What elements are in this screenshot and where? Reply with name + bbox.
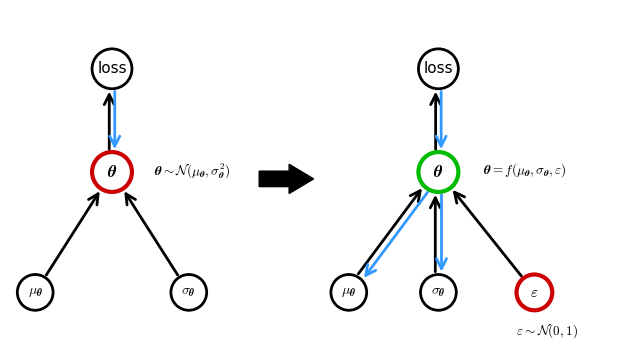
Text: $\boldsymbol{\theta} = f(\mu_{\boldsymbol{\theta}},\sigma_{\boldsymbol{\theta}},: $\boldsymbol{\theta} = f(\mu_{\boldsymbo… bbox=[483, 161, 567, 179]
Text: loss: loss bbox=[424, 61, 453, 76]
Text: $\boldsymbol{\theta} \sim \mathcal{N}(\mu_{\boldsymbol{\theta}},\sigma_{\boldsym: $\boldsymbol{\theta} \sim \mathcal{N}(\m… bbox=[154, 161, 230, 180]
Text: $\boldsymbol{\theta}$: $\boldsymbol{\theta}$ bbox=[107, 163, 117, 181]
Ellipse shape bbox=[419, 49, 458, 89]
Ellipse shape bbox=[17, 275, 53, 310]
Ellipse shape bbox=[92, 152, 132, 192]
Ellipse shape bbox=[171, 275, 207, 310]
Text: $\varepsilon$: $\varepsilon$ bbox=[530, 285, 539, 300]
Text: $\sigma_{\boldsymbol{\theta}}$: $\sigma_{\boldsymbol{\theta}}$ bbox=[431, 286, 445, 299]
Text: $\mu_{\boldsymbol{\theta}}$: $\mu_{\boldsymbol{\theta}}$ bbox=[341, 286, 356, 299]
Ellipse shape bbox=[331, 275, 367, 310]
Ellipse shape bbox=[516, 275, 552, 310]
Text: $\varepsilon \sim \mathcal{N}(0,1)$: $\varepsilon \sim \mathcal{N}(0,1)$ bbox=[516, 321, 578, 340]
Polygon shape bbox=[259, 164, 314, 193]
Text: $\boldsymbol{\theta}$: $\boldsymbol{\theta}$ bbox=[433, 163, 444, 181]
Ellipse shape bbox=[92, 49, 132, 89]
Text: $\sigma_{\boldsymbol{\theta}}$: $\sigma_{\boldsymbol{\theta}}$ bbox=[182, 286, 196, 299]
Ellipse shape bbox=[419, 152, 458, 192]
Text: loss: loss bbox=[97, 61, 127, 76]
Ellipse shape bbox=[420, 275, 456, 310]
Text: $\mu_{\boldsymbol{\theta}}$: $\mu_{\boldsymbol{\theta}}$ bbox=[28, 286, 43, 299]
